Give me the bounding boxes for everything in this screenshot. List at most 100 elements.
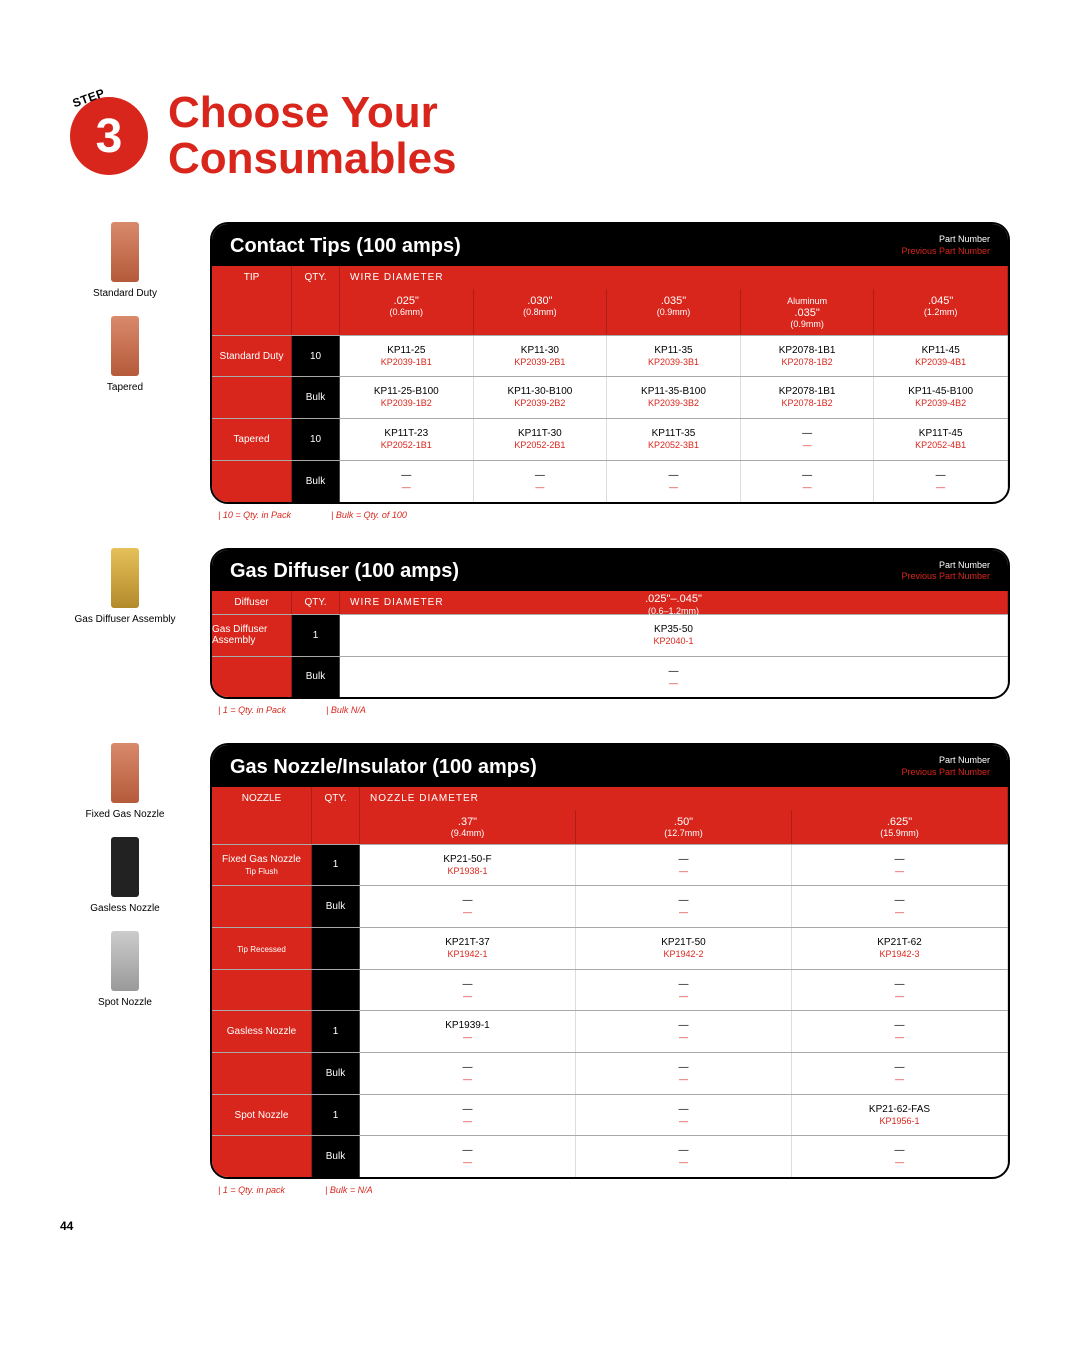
table-gas-diffuser: Gas Diffuser (100 amps) Part NumberPrevio… bbox=[210, 548, 1010, 700]
footnote-item: 10 = Qty. in Pack bbox=[218, 510, 291, 520]
row-group-label bbox=[212, 886, 312, 927]
qty-label: Bulk bbox=[292, 657, 340, 698]
col-header: .37"(9.4mm) bbox=[360, 810, 576, 844]
data-cell: —— bbox=[340, 657, 1008, 698]
sub-header-row: .025"(0.6mm).030"(0.8mm).035"(0.9mm)Alum… bbox=[212, 289, 1008, 335]
data-cell: KP11-35-B100KP2039-3B2 bbox=[607, 377, 741, 418]
pn-key: Part NumberPrevious Part Number bbox=[901, 234, 990, 257]
sub-header-row: .37"(9.4mm).50"(12.7mm).625"(15.9mm) bbox=[212, 810, 1008, 844]
qty-label: 10 bbox=[292, 336, 340, 377]
data-cell: —— bbox=[874, 461, 1008, 502]
data-row: BulkKP11-25-B100KP2039-1B2KP11-30-B100KP… bbox=[212, 376, 1008, 418]
qty-label: Bulk bbox=[312, 1136, 360, 1177]
step-label: STEP bbox=[71, 86, 107, 111]
qty-label: Bulk bbox=[312, 886, 360, 927]
data-cell: KP11T-30KP2052-2B1 bbox=[474, 419, 608, 460]
data-cell: KP21T-37KP1942-1 bbox=[360, 928, 576, 969]
pn-key: Part NumberPrevious Part Number bbox=[901, 560, 990, 583]
footnote-item: Bulk N/A bbox=[326, 705, 366, 715]
data-cell: —— bbox=[360, 970, 576, 1011]
step-number: 3 bbox=[96, 109, 123, 164]
thumb-label: Gasless Nozzle bbox=[90, 903, 159, 915]
table-block-tips: Contact Tips (100 amps) Part NumberPrevio… bbox=[210, 222, 1010, 519]
table-title: Gas Diffuser (100 amps) bbox=[230, 560, 459, 583]
qty-label: Bulk bbox=[292, 461, 340, 502]
data-row: Gasless Nozzle1KP1939-1————— bbox=[212, 1010, 1008, 1052]
table-title: Gas Nozzle/Insulator (100 amps) bbox=[230, 756, 537, 779]
col-header: .045"(1.2mm) bbox=[874, 289, 1008, 335]
thumb-label: Standard Duty bbox=[93, 288, 157, 300]
hdr-wire: WIRE DIAMETER bbox=[340, 266, 1008, 289]
qty-label: 1 bbox=[312, 1011, 360, 1052]
sub-blank bbox=[212, 810, 312, 844]
qty-label bbox=[312, 928, 360, 969]
data-cell: —— bbox=[607, 461, 741, 502]
data-cell: KP11T-23KP2052-1B1 bbox=[340, 419, 474, 460]
thumb-item: Fixed Gas Nozzle bbox=[86, 743, 165, 821]
data-cell: —— bbox=[741, 419, 875, 460]
qty-label bbox=[312, 970, 360, 1011]
col-header: .035"(0.9mm) bbox=[607, 289, 741, 335]
data-cell: —— bbox=[792, 1053, 1008, 1094]
col-header: .50"(12.7mm) bbox=[576, 810, 792, 844]
row-group-label bbox=[212, 461, 292, 502]
row-group-label bbox=[212, 970, 312, 1011]
table-contact-tips: Contact Tips (100 amps) Part NumberPrevio… bbox=[210, 222, 1010, 503]
thumb-label: Tapered bbox=[107, 382, 143, 394]
data-row: Bulk—————————— bbox=[212, 460, 1008, 502]
data-cell: KP11-25-B100KP2039-1B2 bbox=[340, 377, 474, 418]
step-header: STEP 3 Choose Your Consumables bbox=[70, 90, 1010, 182]
data-cell: —— bbox=[792, 1011, 1008, 1052]
data-row: Tip RecessedKP21T-37KP1942-1KP21T-50KP19… bbox=[212, 927, 1008, 969]
data-cell: —— bbox=[576, 970, 792, 1011]
data-row: —————— bbox=[212, 969, 1008, 1011]
table-title-bar: Gas Nozzle/Insulator (100 amps) Part Numb… bbox=[212, 745, 1008, 786]
thumb-label: Gas Diffuser Assembly bbox=[75, 614, 176, 626]
data-cell: —— bbox=[340, 461, 474, 502]
row-group-label: Standard Duty bbox=[212, 336, 292, 377]
row-group-label: Spot Nozzle bbox=[212, 1095, 312, 1136]
table-gas-nozzle: Gas Nozzle/Insulator (100 amps) Part Numb… bbox=[210, 743, 1010, 1179]
footnote-item: 1 = Qty. in pack bbox=[218, 1185, 285, 1195]
col-header: Aluminum.035"(0.9mm) bbox=[741, 289, 875, 335]
header-row: TIP QTY. WIRE DIAMETER bbox=[212, 266, 1008, 289]
row-group-label: Fixed Gas NozzleTip Flush bbox=[212, 845, 312, 886]
thumb-icon bbox=[111, 316, 139, 376]
pn-key: Part NumberPrevious Part Number bbox=[901, 755, 990, 778]
table-block-diffuser: Gas Diffuser (100 amps) Part NumberPrevio… bbox=[210, 548, 1010, 716]
thumb-icon bbox=[111, 837, 139, 897]
hdr-nozzle: NOZZLE bbox=[212, 787, 312, 810]
thumb-col-tips: Standard Duty Tapered bbox=[70, 222, 180, 394]
data-cell: —— bbox=[576, 1053, 792, 1094]
data-cell: —— bbox=[360, 1053, 576, 1094]
footnote-item: Bulk = Qty. of 100 bbox=[331, 510, 407, 520]
hdr-diffuser: Diffuser bbox=[212, 591, 292, 614]
sub-blank bbox=[212, 289, 292, 335]
data-cell: —— bbox=[576, 1136, 792, 1177]
data-cell: —— bbox=[576, 845, 792, 886]
thumb-col-diffuser: Gas Diffuser Assembly bbox=[70, 548, 180, 626]
data-row: Bulk—————— bbox=[212, 1135, 1008, 1177]
hdr-tip: TIP bbox=[212, 266, 292, 289]
qty-label: Bulk bbox=[292, 377, 340, 418]
data-cell: KP11-25KP2039-1B1 bbox=[340, 336, 474, 377]
table-title-bar: Contact Tips (100 amps) Part NumberPrevio… bbox=[212, 224, 1008, 265]
data-cell: —— bbox=[474, 461, 608, 502]
data-row: Bulk—— bbox=[212, 656, 1008, 698]
hdr-qty: QTY. bbox=[292, 591, 340, 614]
title-line1: Choose Your bbox=[168, 88, 438, 137]
table-title: Contact Tips (100 amps) bbox=[230, 235, 461, 258]
data-cell: KP21-50-FKP1938-1 bbox=[360, 845, 576, 886]
thumb-item: Spot Nozzle bbox=[98, 931, 152, 1009]
row-group-label bbox=[212, 657, 292, 698]
data-cell: —— bbox=[792, 886, 1008, 927]
table-title-bar: Gas Diffuser (100 amps) Part NumberPrevio… bbox=[212, 550, 1008, 591]
footnote-item: 1 = Qty. in Pack bbox=[218, 705, 286, 715]
footnote-item: Bulk = N/A bbox=[325, 1185, 373, 1195]
step-title: Choose Your Consumables bbox=[168, 90, 457, 182]
title-line2: Consumables bbox=[168, 134, 457, 183]
data-row: Spot Nozzle1————KP21-62-FASKP1956-1 bbox=[212, 1094, 1008, 1136]
data-cell: —— bbox=[792, 845, 1008, 886]
thumb-item: Gas Diffuser Assembly bbox=[75, 548, 176, 626]
data-cell: KP2078-1B1KP2078-1B2 bbox=[741, 377, 875, 418]
